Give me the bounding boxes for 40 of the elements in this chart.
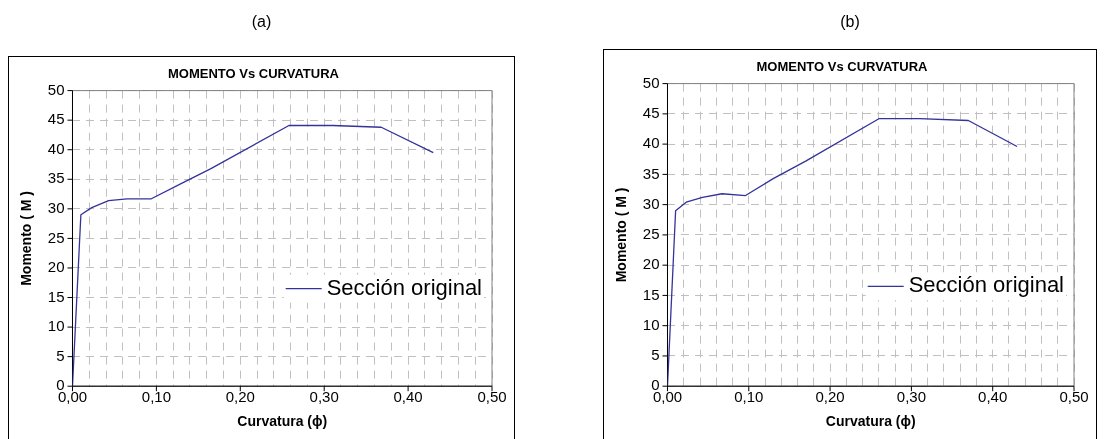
y-tick-label: 35 [642,164,660,182]
y-tick-label: 25 [642,225,660,243]
y-tick-label: 30 [47,198,65,216]
x-tick-label: 0,40 [393,388,423,406]
y-tick-label: 40 [642,134,660,152]
y-tick-label: 20 [47,258,65,276]
y-axis-title: Momento ( M ) [613,187,630,283]
y-tick-label: 35 [47,169,65,187]
x-tick-label: 0,30 [896,388,926,406]
y-tick-label: 5 [651,346,660,364]
text: (a) [250,12,273,32]
y-tick-label: 30 [642,194,660,212]
y-tick-label: 10 [642,315,660,333]
text: (b) [839,12,861,32]
x-tick-label: 0,50 [477,388,507,406]
y-tick-label: 40 [47,139,65,157]
y-tick-label: 45 [47,110,65,128]
x-tick-label: 0,10 [734,388,764,406]
legend-label: Sección original [908,272,1064,298]
x-tick-label: 0,10 [141,388,171,406]
x-axis-title: Curvatura (ϕ) [825,413,916,430]
x-axis-title: Curvatura (ϕ) [237,413,328,430]
y-tick-label: 10 [47,317,65,335]
legend-label: Sección original [326,274,482,300]
y-tick-label: 20 [642,255,660,273]
y-tick-label: 15 [47,287,65,305]
y-axis-title: Momento ( M ) [18,190,35,286]
y-tick-label: 5 [56,346,65,364]
y-tick-label: 50 [642,73,660,91]
chart-title: MOMENTO Vs CURVATURA [168,66,340,82]
y-tick-label: 45 [642,104,660,121]
y-tick-label: 50 [47,80,65,98]
x-tick-label: 0,20 [225,388,255,406]
y-tick-label: 15 [642,285,660,303]
x-tick-label: 0,50 [1059,388,1089,406]
y-tick-label: 25 [47,228,65,246]
x-tick-label: 0,30 [309,388,339,406]
x-tick-label: 0,40 [978,388,1008,406]
chart-title: MOMENTO Vs CURVATURA [756,59,929,75]
x-tick-label: 0,20 [815,388,845,406]
